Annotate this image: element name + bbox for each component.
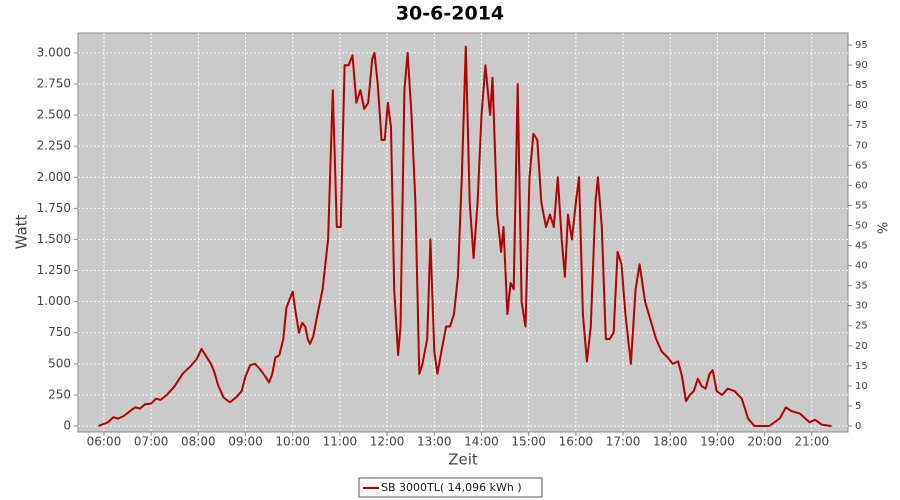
chart-title: 30-6-2014 <box>396 3 504 25</box>
y2-tick-label: 85 <box>855 80 868 91</box>
y-tick-label: 0 <box>63 419 71 433</box>
x-tick-label: 07:00 <box>134 435 169 449</box>
x-tick-label: 14:00 <box>464 435 499 449</box>
y2-tick-label: 75 <box>855 120 868 131</box>
y-tick-label: 1.000 <box>37 294 71 308</box>
y2-tick-label: 45 <box>855 241 868 252</box>
legend-label: SB 3000TL( 14,096 kWh ) <box>381 481 522 494</box>
y-tick-label: 1.500 <box>37 232 71 246</box>
x-tick-label: 13:00 <box>417 435 452 449</box>
legend-box <box>358 477 543 498</box>
y2-tick-label: 5 <box>855 401 861 412</box>
y-axis-label: Watt <box>13 214 31 249</box>
y2-tick-label: 70 <box>855 140 868 151</box>
y2-tick-label: 10 <box>855 381 868 392</box>
y2-tick-label: 25 <box>855 321 868 332</box>
x-tick-label: 11:00 <box>323 435 358 449</box>
y-tick-label: 2.250 <box>37 139 71 153</box>
x-tick-label: 06:00 <box>87 435 122 449</box>
y2-tick-label: 0 <box>855 421 861 432</box>
y-tick-label: 2.750 <box>37 76 71 90</box>
y2-tick-label: 20 <box>855 341 868 352</box>
y2-tick-label: 35 <box>855 281 868 292</box>
y-tick-label: 1.750 <box>37 201 71 215</box>
x-tick-label: 20:00 <box>747 435 782 449</box>
y2-tick-label: 80 <box>855 100 868 111</box>
y2-tick-label: 50 <box>855 220 868 231</box>
y-tick-label: 1.250 <box>37 263 71 277</box>
y2-tick-label: 15 <box>855 361 868 372</box>
x-tick-label: 12:00 <box>370 435 405 449</box>
y2-axis-label: % <box>877 222 892 234</box>
y-tick-label: 500 <box>48 356 71 370</box>
x-tick-label: 18:00 <box>653 435 688 449</box>
y2-tick-label: 95 <box>855 40 868 51</box>
y2-tick-label: 60 <box>855 180 868 191</box>
y2-tick-label: 90 <box>855 60 868 71</box>
y2-tick-label: 65 <box>855 160 868 171</box>
x-axis-label: Zeit <box>448 451 478 469</box>
x-tick-label: 21:00 <box>795 435 830 449</box>
y-tick-label: 2.000 <box>37 170 71 184</box>
y2-tick-label: 55 <box>855 200 868 211</box>
y-tick-label: 3.000 <box>37 45 71 59</box>
x-tick-label: 09:00 <box>228 435 263 449</box>
plot-area <box>77 32 849 433</box>
y-tick-label: 2.500 <box>37 108 71 122</box>
x-tick-label: 10:00 <box>275 435 310 449</box>
x-tick-label: 15:00 <box>511 435 546 449</box>
y2-tick-label: 30 <box>855 301 868 312</box>
y-tick-label: 750 <box>48 325 71 339</box>
y2-tick-label: 40 <box>855 261 868 272</box>
x-tick-label: 16:00 <box>559 435 594 449</box>
x-tick-label: 08:00 <box>181 435 216 449</box>
x-tick-label: 19:00 <box>700 435 735 449</box>
x-tick-label: 17:00 <box>606 435 641 449</box>
y-tick-label: 250 <box>48 387 71 401</box>
legend: SB 3000TL( 14,096 kWh ) <box>358 477 543 498</box>
line-series <box>98 45 832 427</box>
